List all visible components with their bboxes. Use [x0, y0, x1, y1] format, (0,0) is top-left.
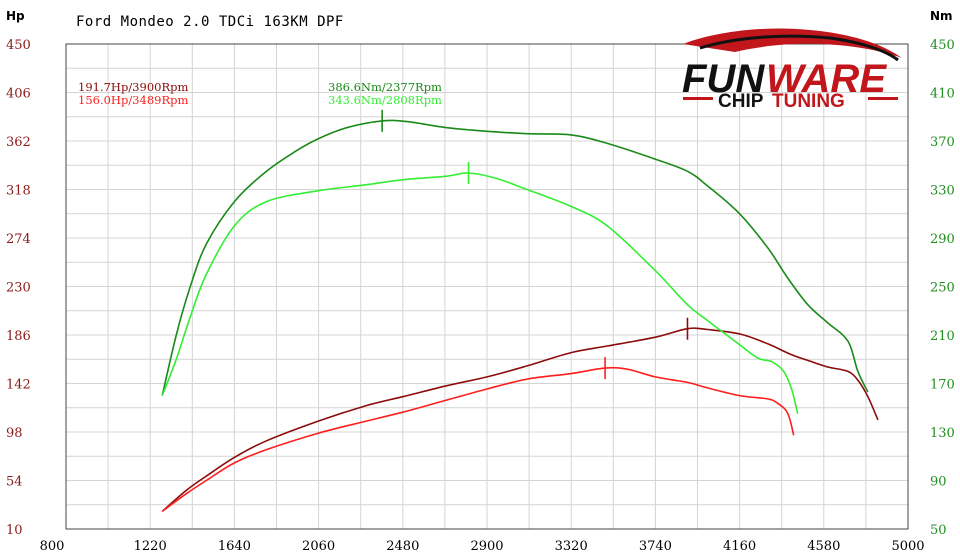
right-tick-label: 170 — [930, 378, 955, 393]
x-axis-ticks: 800 1220 1640 2060 2480 2900 3320 3740 4160 4580 5… — [40, 539, 925, 554]
x-tick-label: 1640 — [218, 539, 251, 554]
left-tick-label: 142 — [6, 378, 31, 393]
right-axis-unit: Nm — [930, 9, 953, 23]
x-tick-label: 800 — [40, 539, 65, 554]
series-line-4 — [161, 172, 799, 414]
x-tick-label: 4160 — [723, 539, 756, 554]
svg-text:FUN: FUN — [682, 57, 765, 101]
series-line-2 — [161, 366, 795, 513]
chart-title: Ford Mondeo 2.0 TDCi 163KM DPF — [76, 14, 344, 30]
left-tick-label: 98 — [6, 426, 23, 441]
right-tick-label: 450 — [930, 38, 955, 53]
series-line-1 — [161, 327, 879, 513]
left-tick-label: 362 — [6, 135, 31, 150]
annotation-nm-tuned: 386.6Nm/2377Rpm — [328, 80, 442, 94]
left-axis-ticks: 10 54 98 142 186 230 274 318 362 406 450 — [6, 38, 31, 538]
left-tick-label: 406 — [6, 87, 31, 102]
x-tick-label: 1220 — [134, 539, 167, 554]
x-tick-label: 3740 — [639, 539, 672, 554]
left-tick-label: 318 — [6, 184, 31, 199]
left-tick-label: 450 — [6, 38, 31, 53]
grid — [66, 44, 908, 529]
right-tick-label: 50 — [930, 523, 947, 538]
left-tick-label: 10 — [6, 523, 23, 538]
x-tick-label: 2060 — [302, 539, 335, 554]
series-layer — [161, 109, 879, 513]
annotation-hp-stock: 156.0Hp/3489Rpm — [78, 93, 188, 107]
right-tick-label: 130 — [930, 426, 955, 441]
x-tick-label: 2900 — [470, 539, 503, 554]
left-axis-unit: Hp — [6, 9, 25, 23]
right-tick-label: 330 — [930, 184, 955, 199]
annotation-nm-stock: 343.6Nm/2808Rpm — [328, 93, 442, 107]
right-tick-label: 370 — [930, 135, 955, 150]
x-tick-label: 2480 — [386, 539, 419, 554]
left-tick-label: 230 — [6, 281, 31, 296]
right-tick-label: 210 — [930, 329, 955, 344]
svg-text:TUNING: TUNING — [772, 91, 845, 112]
right-tick-label: 410 — [930, 87, 955, 102]
left-tick-label: 54 — [6, 475, 23, 490]
right-tick-label: 290 — [930, 232, 955, 247]
x-tick-label: 4580 — [807, 539, 840, 554]
series-line-3 — [161, 119, 869, 396]
left-tick-label: 274 — [6, 232, 31, 247]
left-tick-label: 186 — [6, 329, 31, 344]
x-tick-label: 3320 — [555, 539, 588, 554]
right-tick-label: 250 — [930, 281, 955, 296]
funware-chiptuning-logo: FUN WARE CHIP TUNING — [682, 28, 902, 112]
x-tick-label: 5000 — [891, 539, 924, 554]
plot-frame — [65, 43, 909, 530]
right-tick-label: 90 — [930, 475, 947, 490]
annotation-hp-tuned: 191.7Hp/3900Rpm — [78, 80, 188, 94]
right-axis-ticks: 50 90 130 170 210 250 290 330 370 410 450 — [930, 38, 955, 538]
svg-text:WARE: WARE — [766, 57, 887, 101]
svg-text:CHIP: CHIP — [718, 91, 764, 112]
